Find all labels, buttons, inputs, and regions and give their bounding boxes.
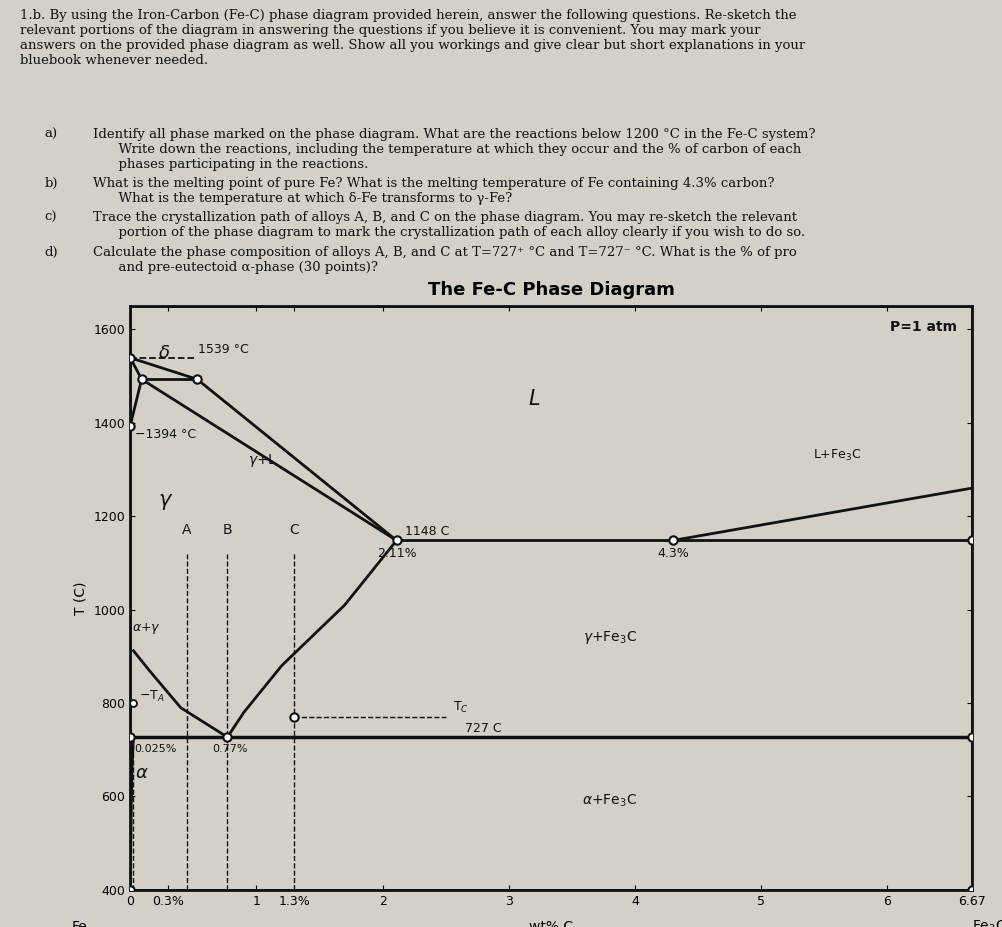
Text: $\gamma$+L: $\gamma$+L <box>248 451 278 468</box>
Text: 727 C: 727 C <box>465 722 502 735</box>
Text: $\alpha$+Fe$_3$C: $\alpha$+Fe$_3$C <box>582 793 637 809</box>
Text: $\delta$: $\delta$ <box>158 344 170 362</box>
Title: The Fe-C Phase Diagram: The Fe-C Phase Diagram <box>428 281 674 298</box>
Text: c): c) <box>44 211 57 224</box>
Text: T$_C$: T$_C$ <box>453 700 469 716</box>
Text: B: B <box>222 523 232 537</box>
Text: Fe$_3$C: Fe$_3$C <box>972 919 1002 927</box>
Text: 4.3%: 4.3% <box>657 548 688 561</box>
Text: L: L <box>528 389 540 410</box>
Text: 1539 °C: 1539 °C <box>198 343 249 356</box>
Text: $\alpha$: $\alpha$ <box>135 764 149 782</box>
Text: L+Fe$_3$C: L+Fe$_3$C <box>813 448 861 463</box>
Text: d): d) <box>44 246 58 259</box>
Text: 0.025%: 0.025% <box>134 743 177 754</box>
Text: b): b) <box>44 177 58 190</box>
Text: $\alpha$+$\gamma$: $\alpha$+$\gamma$ <box>132 621 161 636</box>
Text: 0.77%: 0.77% <box>212 743 247 754</box>
Text: What is the melting point of pure Fe? What is the melting temperature of Fe cont: What is the melting point of pure Fe? Wh… <box>93 177 775 205</box>
Text: Trace the crystallization path of alloys A, B, and C on the phase diagram. You m: Trace the crystallization path of alloys… <box>93 211 806 239</box>
Text: 2.11%: 2.11% <box>377 548 417 561</box>
Text: C: C <box>290 523 300 537</box>
Text: $\gamma$+Fe$_3$C: $\gamma$+Fe$_3$C <box>583 629 637 646</box>
Text: Identify all phase marked on the phase diagram. What are the reactions below 120: Identify all phase marked on the phase d… <box>93 128 816 171</box>
Text: Calculate the phase composition of alloys A, B, and C at T=727⁺ °C and T=727⁻ °C: Calculate the phase composition of alloy… <box>93 246 798 273</box>
Text: 1.b. By using the Iron-Carbon (Fe-C) phase diagram provided herein, answer the f: 1.b. By using the Iron-Carbon (Fe-C) pha… <box>20 9 805 68</box>
Text: a): a) <box>44 128 57 141</box>
Text: A: A <box>182 523 191 537</box>
Text: 1148 C: 1148 C <box>406 525 450 538</box>
Y-axis label: T (C): T (C) <box>74 581 88 615</box>
Text: −T$_A$: −T$_A$ <box>139 689 164 704</box>
Text: $\gamma$: $\gamma$ <box>158 492 173 512</box>
Text: Fe: Fe <box>72 920 87 927</box>
Text: wt% C: wt% C <box>529 920 573 927</box>
Text: −1394 °C: −1394 °C <box>135 428 196 441</box>
Text: P=1 atm: P=1 atm <box>890 320 957 334</box>
